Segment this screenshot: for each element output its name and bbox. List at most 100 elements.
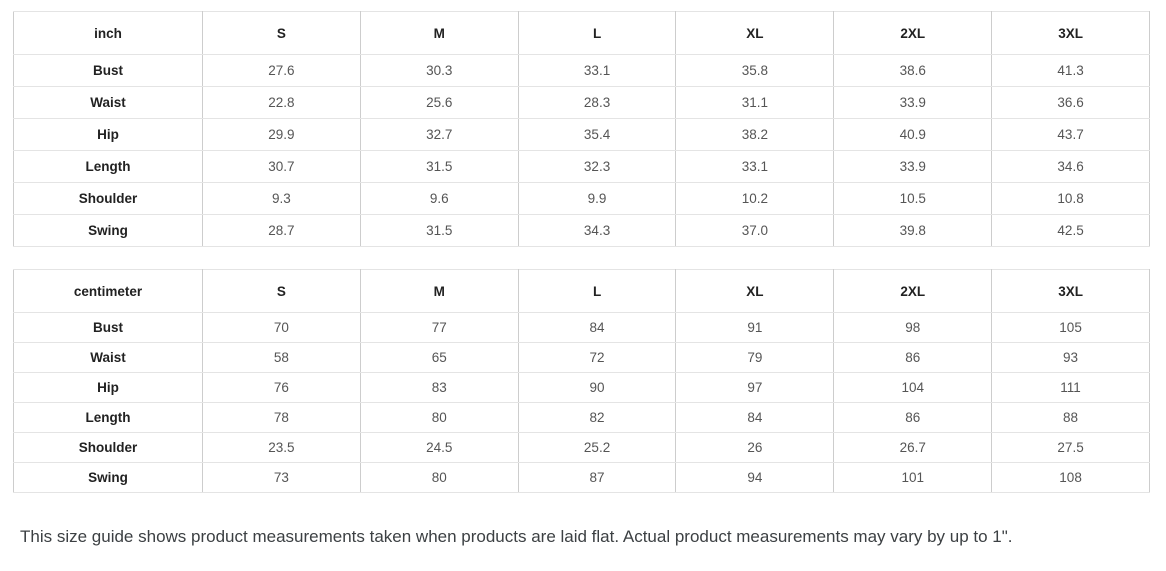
measurement-label: Waist: [13, 86, 203, 119]
measurement-value: 30.3: [359, 54, 519, 87]
measurement-label: Bust: [13, 312, 203, 343]
measurement-value: 77: [359, 312, 519, 343]
table-row: Swing 73 80 87 94 101 108: [13, 462, 1150, 493]
measurement-value: 108: [991, 462, 1150, 493]
size-header-2xl: 2XL: [833, 269, 993, 313]
measurement-value: 83: [359, 372, 519, 403]
table-row: Length 30.7 31.5 32.3 33.1 33.9 34.6: [13, 150, 1150, 183]
measurement-value: 94: [675, 462, 835, 493]
table-row: Hip 76 83 90 97 104 111: [13, 372, 1150, 403]
measurement-value: 28.7: [202, 214, 361, 247]
measurement-label: Waist: [13, 342, 203, 373]
table-row: Length 78 80 82 84 86 88: [13, 402, 1150, 433]
measurement-value: 41.3: [991, 54, 1150, 87]
measurement-value: 39.8: [833, 214, 993, 247]
header-row: centimeter S M L XL 2XL 3XL: [13, 269, 1150, 313]
measurement-value: 79: [675, 342, 835, 373]
measurement-label: Bust: [13, 54, 203, 87]
table-row: Waist 58 65 72 79 86 93: [13, 342, 1150, 373]
size-header-l: L: [517, 269, 677, 313]
table-row: Bust 27.6 30.3 33.1 35.8 38.6 41.3: [13, 54, 1150, 87]
size-guide-note: This size guide shows product measuremen…: [20, 527, 1013, 546]
size-table-centimeter: centimeter S M L XL 2XL 3XL Bust 70 77 84 91 98 105 Wa…: [13, 269, 1150, 493]
measurement-value: 58: [202, 342, 361, 373]
measurement-value: 104: [833, 372, 993, 403]
measurement-value: 101: [833, 462, 993, 493]
measurement-value: 33.9: [833, 86, 993, 119]
measurement-value: 43.7: [991, 118, 1150, 151]
measurement-value: 23.5: [202, 432, 361, 463]
measurement-value: 76: [202, 372, 361, 403]
measurement-value: 36.6: [991, 86, 1150, 119]
measurement-value: 80: [359, 462, 519, 493]
measurement-value: 31.1: [675, 86, 835, 119]
measurement-value: 70: [202, 312, 361, 343]
measurement-value: 34.6: [991, 150, 1150, 183]
measurement-value: 93: [991, 342, 1150, 373]
size-header-s: S: [202, 269, 361, 313]
table-row: Shoulder 23.5 24.5 25.2 26 26.7 27.5: [13, 432, 1150, 463]
table-row: Hip 29.9 32.7 35.4 38.2 40.9 43.7: [13, 118, 1150, 151]
measurement-value: 78: [202, 402, 361, 433]
measurement-label: Hip: [13, 372, 203, 403]
measurement-label: Shoulder: [13, 182, 203, 215]
measurement-value: 27.6: [202, 54, 361, 87]
measurement-value: 38.6: [833, 54, 993, 87]
measurement-value: 9.9: [517, 182, 677, 215]
size-header-m: M: [359, 11, 519, 55]
table-row: Swing 28.7 31.5 34.3 37.0 39.8 42.5: [13, 214, 1150, 247]
measurement-value: 32.3: [517, 150, 677, 183]
size-header-3xl: 3XL: [991, 269, 1150, 313]
header-row: inch S M L XL 2XL 3XL: [13, 11, 1150, 55]
measurement-value: 22.8: [202, 86, 361, 119]
size-header-xl: XL: [675, 11, 835, 55]
measurement-value: 111: [991, 372, 1150, 403]
measurement-value: 82: [517, 402, 677, 433]
measurement-value: 33.9: [833, 150, 993, 183]
table-row: Waist 22.8 25.6 28.3 31.1 33.9 36.6: [13, 86, 1150, 119]
measurement-value: 84: [517, 312, 677, 343]
measurement-value: 97: [675, 372, 835, 403]
measurement-value: 88: [991, 402, 1150, 433]
measurement-value: 31.5: [359, 214, 519, 247]
measurement-value: 42.5: [991, 214, 1150, 247]
measurement-value: 25.2: [517, 432, 677, 463]
size-header-l: L: [517, 11, 677, 55]
unit-header: centimeter: [13, 269, 203, 313]
measurement-value: 65: [359, 342, 519, 373]
measurement-value: 40.9: [833, 118, 993, 151]
measurement-value: 84: [675, 402, 835, 433]
measurement-value: 105: [991, 312, 1150, 343]
size-header-2xl: 2XL: [833, 11, 993, 55]
measurement-label: Shoulder: [13, 432, 203, 463]
measurement-value: 26: [675, 432, 835, 463]
measurement-value: 35.4: [517, 118, 677, 151]
size-header-m: M: [359, 269, 519, 313]
measurement-value: 86: [833, 342, 993, 373]
measurement-label: Length: [13, 402, 203, 433]
measurement-value: 90: [517, 372, 677, 403]
measurement-label: Swing: [13, 214, 203, 247]
size-guide-page: inch S M L XL 2XL 3XL Bust 27.6 30.3 33.1 35.8 38.6 4…: [0, 11, 1166, 571]
measurement-value: 31.5: [359, 150, 519, 183]
measurement-value: 25.6: [359, 86, 519, 119]
measurement-value: 33.1: [675, 150, 835, 183]
measurement-value: 10.5: [833, 182, 993, 215]
measurement-value: 34.3: [517, 214, 677, 247]
measurement-value: 29.9: [202, 118, 361, 151]
size-header-s: S: [202, 11, 361, 55]
measurement-value: 30.7: [202, 150, 361, 183]
measurement-label: Hip: [13, 118, 203, 151]
measurement-value: 73: [202, 462, 361, 493]
measurement-value: 72: [517, 342, 677, 373]
measurement-value: 26.7: [833, 432, 993, 463]
size-header-3xl: 3XL: [991, 11, 1150, 55]
measurement-value: 32.7: [359, 118, 519, 151]
table-row: Shoulder 9.3 9.6 9.9 10.2 10.5 10.8: [13, 182, 1150, 215]
measurement-value: 37.0: [675, 214, 835, 247]
size-header-xl: XL: [675, 269, 835, 313]
measurement-value: 35.8: [675, 54, 835, 87]
measurement-value: 33.1: [517, 54, 677, 87]
measurement-label: Swing: [13, 462, 203, 493]
measurement-value: 87: [517, 462, 677, 493]
